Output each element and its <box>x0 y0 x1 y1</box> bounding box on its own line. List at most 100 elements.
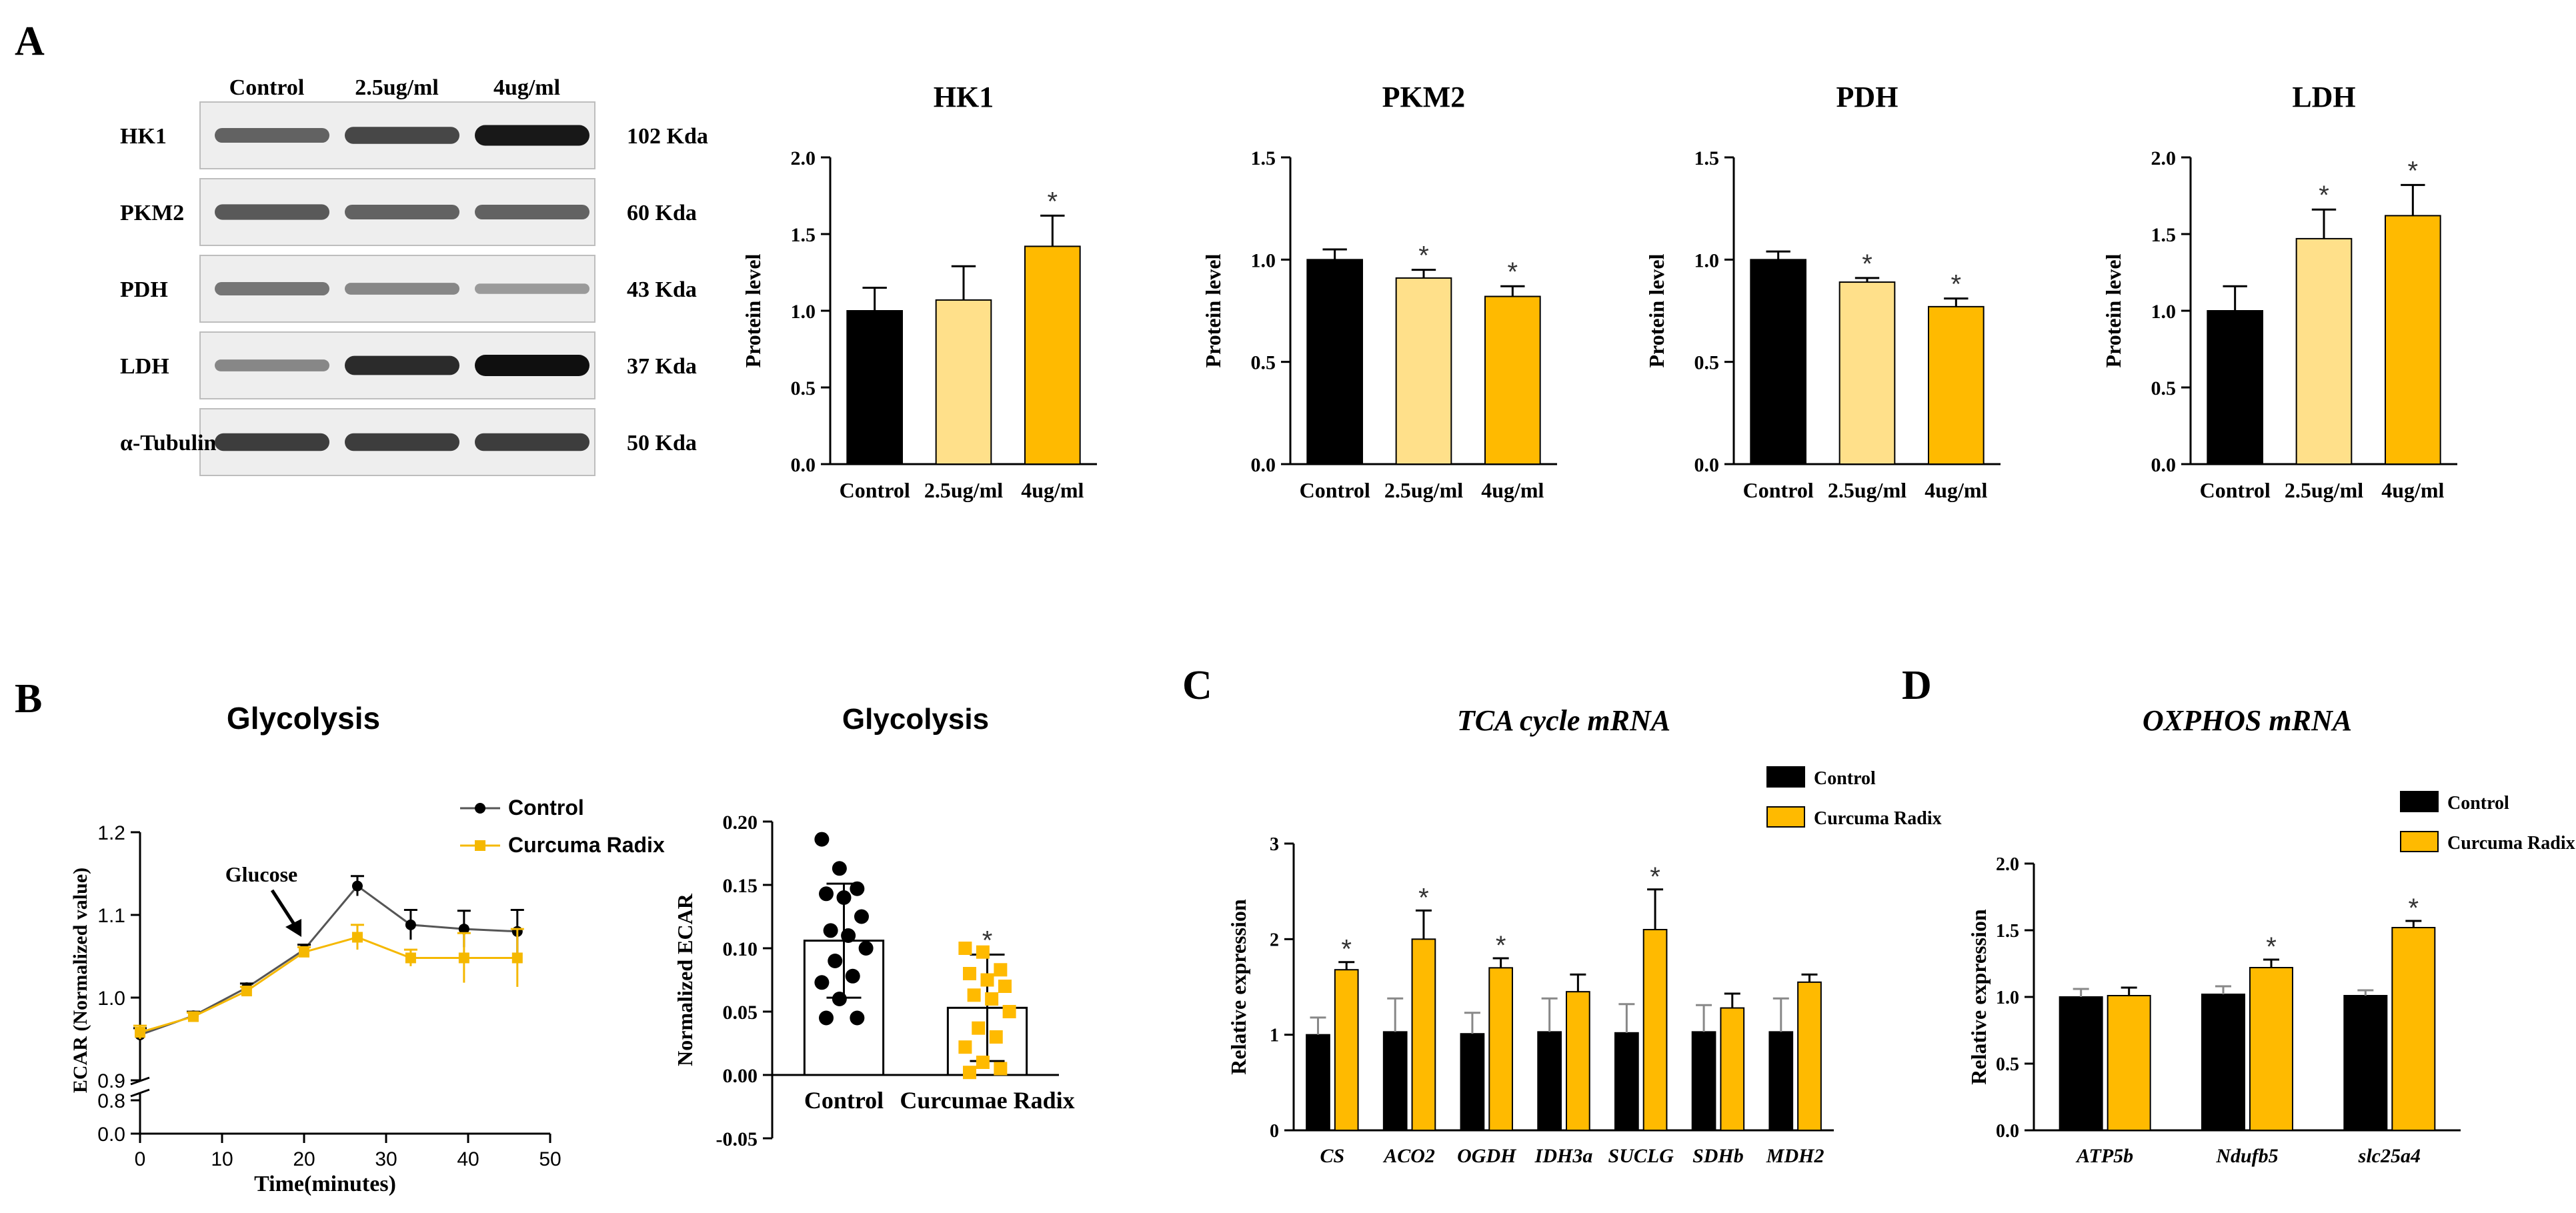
chart-title: LDH <box>2292 81 2355 113</box>
x-tick-label: 2.5ug/ml <box>1384 478 1463 502</box>
y-tick-label: 1.0 <box>2151 301 2177 323</box>
y-tick-label: 0.0 <box>1251 454 1276 476</box>
data-point <box>814 975 830 990</box>
data-point <box>405 919 416 930</box>
y-tick-label: 0.00 <box>723 1065 758 1087</box>
data-point <box>854 909 869 924</box>
blot-band <box>475 204 589 220</box>
legend-marker <box>475 840 485 851</box>
y-axis-label: Protein level <box>2101 253 2125 367</box>
x-tick-label: SDHb <box>1692 1145 1744 1167</box>
bar <box>1395 277 1452 465</box>
x-tick-label: 10 <box>211 1148 233 1170</box>
y-axis-label: Protein level <box>741 253 765 367</box>
y-tick-label: 1.0 <box>1251 249 1276 271</box>
y-tick-label: 0.0 <box>2151 454 2177 476</box>
data-point <box>985 992 999 1006</box>
x-tick-label: 2.5ug/ml <box>924 478 1003 502</box>
x-tick-label: Ndufb5 <box>2215 1145 2278 1167</box>
bar <box>1537 1031 1562 1132</box>
annotation-arrow <box>270 889 299 930</box>
y-tick-label: 1.5 <box>791 224 816 246</box>
x-tick-label: 2.5ug/ml <box>1828 478 1906 502</box>
y-tick-label: 0.0 <box>1996 1121 2019 1142</box>
chart-ecar-bar: Glycolysis -0.05 0.00 0.05 0.10 0.15 0.20 Norma… <box>673 703 1075 1150</box>
y-axis-label: Protein level <box>1644 253 1668 367</box>
y-tick-label: 1.1 <box>97 905 125 927</box>
bar <box>2207 310 2263 465</box>
x-tick-label: 50 <box>539 1148 561 1170</box>
significance-mark: * <box>1496 931 1506 960</box>
x-tick-label: IDH3a <box>1534 1145 1593 1167</box>
chart-title: Glycolysis <box>842 703 989 736</box>
y-axis-label: Relative expression <box>1226 899 1250 1075</box>
data-point <box>980 973 994 987</box>
bar <box>1838 281 1896 465</box>
data-point <box>351 932 363 943</box>
western-blot: Control 2.5ug/ml 4ug/ml HK1 102 Kda PKM2 60 Kd… <box>120 75 708 476</box>
data-point <box>819 1010 834 1026</box>
bar <box>1024 245 1081 465</box>
bar <box>2201 994 2245 1131</box>
blot-band <box>475 355 589 376</box>
y-tick-label: 0 <box>1270 1121 1279 1142</box>
x-tick-label: 40 <box>457 1148 479 1170</box>
blot-band <box>215 282 329 295</box>
blot-row-label: PKM2 <box>120 201 184 225</box>
data-point <box>814 832 830 847</box>
panel-label-b: B <box>15 676 42 722</box>
x-tick-label: slc25a4 <box>2358 1145 2421 1167</box>
chart-title: OXPHOS mRNA <box>2143 704 2352 737</box>
data-point <box>405 952 416 964</box>
legend-swatch <box>1766 806 1805 828</box>
blot-band <box>345 204 459 220</box>
chart-title: HK1 <box>934 81 994 113</box>
y-tick-label: 0.0 <box>791 454 816 476</box>
bar <box>846 310 904 465</box>
bar <box>1750 259 1806 465</box>
bar <box>1614 1032 1639 1132</box>
data-point <box>299 946 309 958</box>
blot-row-label: LDH <box>120 354 169 379</box>
blot-column-label: 2.5ug/ml <box>355 75 439 100</box>
blot-kda-label: 50 Kda <box>627 431 697 455</box>
blot-column-label: Control <box>229 75 305 100</box>
bar <box>1484 295 1541 465</box>
data-point <box>836 890 852 905</box>
significance-mark: * <box>2319 181 2329 210</box>
y-tick-label: 1.0 <box>1694 249 1720 271</box>
bar <box>1566 991 1590 1131</box>
y-tick-label: 1.5 <box>1694 147 1720 169</box>
x-tick-label: CS <box>1320 1145 1345 1167</box>
significance-mark: * <box>1951 270 1962 299</box>
bar <box>2343 995 2388 1131</box>
bar <box>1720 1007 1745 1131</box>
bar <box>2295 237 2353 465</box>
blot-kda-label: 102 Kda <box>627 124 708 149</box>
bar <box>1488 967 1513 1132</box>
bar <box>2249 967 2293 1131</box>
blot-band <box>345 355 459 375</box>
significance-mark: * <box>2408 156 2419 185</box>
data-point <box>511 952 523 964</box>
blot-band <box>475 283 589 294</box>
bar <box>1928 305 1985 465</box>
bar <box>1797 981 1822 1132</box>
legend-label: Control <box>1814 768 1876 789</box>
y-axis-label: Normalized ECAR <box>673 893 697 1066</box>
data-point <box>828 954 843 968</box>
blot-band <box>345 433 459 451</box>
y-axis-label: Protein level <box>1201 253 1225 367</box>
legend-swatch <box>2400 791 2439 812</box>
x-tick-label: 4ug/ml <box>1021 478 1084 502</box>
significance-mark: * <box>1341 935 1352 964</box>
data-point <box>976 1056 990 1069</box>
significance-mark: * <box>1650 862 1660 892</box>
blot-band <box>215 204 329 220</box>
y-tick-label: 2.0 <box>2151 147 2177 169</box>
y-tick-label: 1.0 <box>1996 988 2019 1008</box>
significance-mark: * <box>1862 249 1872 279</box>
panel-label-d: D <box>1902 663 1932 708</box>
annotation-arrowhead <box>285 919 301 937</box>
x-tick-label: 4ug/ml <box>1924 478 1987 502</box>
